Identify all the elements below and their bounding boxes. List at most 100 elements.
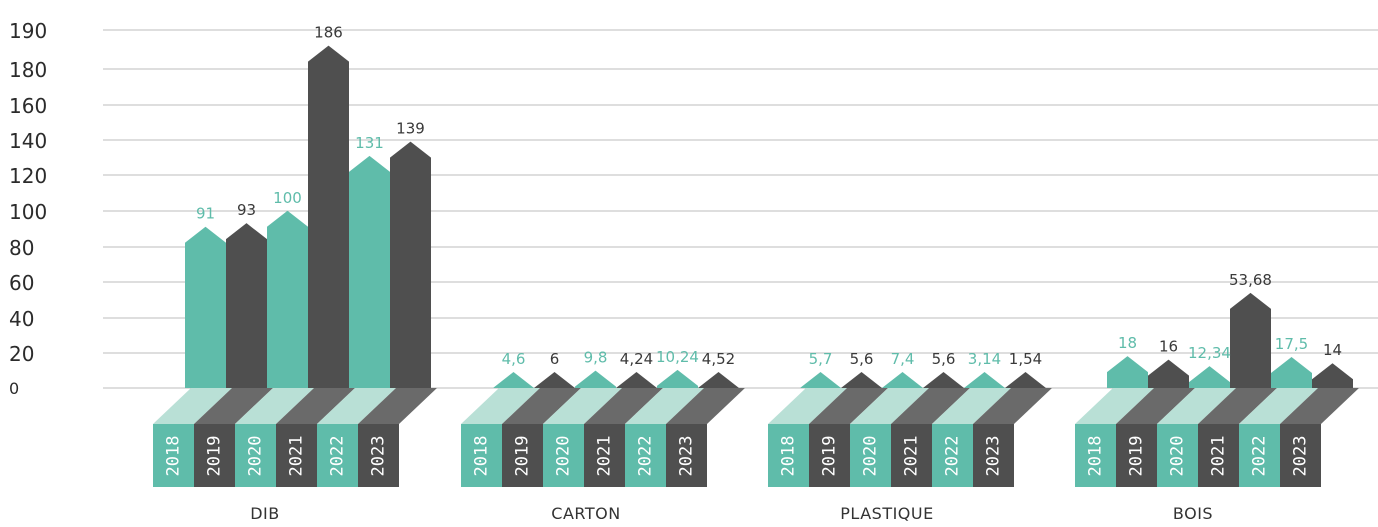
year-label: 2022 (328, 436, 348, 477)
year-label: 2020 (861, 436, 881, 477)
y-axis-ticks: 0 20 40 60 80 100 120 140 160 180 190 (9, 19, 47, 398)
data-label: 6 (550, 350, 560, 368)
bar-connector (1280, 388, 1359, 424)
year-tile (891, 424, 932, 487)
data-label: 14 (1323, 341, 1342, 359)
bar (1189, 366, 1230, 388)
bar (1005, 372, 1046, 388)
bar (698, 372, 739, 388)
category-label: CARTON (551, 504, 620, 523)
year-tile (194, 424, 235, 487)
bar (1107, 356, 1148, 388)
category-label: DIB (250, 504, 280, 523)
bar-connector (768, 388, 847, 424)
y-tick-label: 0 (9, 379, 19, 398)
data-label: 7,4 (891, 350, 915, 368)
data-label: 18 (1118, 334, 1137, 352)
year-label: 2018 (1086, 436, 1106, 477)
bar-connector (461, 388, 540, 424)
bar-connector (850, 388, 929, 424)
bar-connector (932, 388, 1011, 424)
bar (226, 223, 267, 388)
bar-connector (1239, 388, 1318, 424)
bar (1271, 356, 1312, 388)
data-label: 4,52 (702, 350, 735, 368)
y-tick-label: 120 (9, 164, 47, 188)
bar (1230, 292, 1271, 388)
bar (882, 372, 923, 388)
year-tile (317, 424, 358, 487)
y-tick-label: 180 (9, 58, 47, 82)
data-label: 4,24 (620, 350, 653, 368)
data-label: 131 (355, 134, 384, 152)
year-tile (235, 424, 276, 487)
category-label: BOIS (1173, 504, 1213, 523)
data-label: 186 (314, 24, 343, 42)
bar-connector (358, 388, 437, 424)
bar-connector (1075, 388, 1154, 424)
year-label: 2023 (677, 436, 697, 477)
bar-connector (973, 388, 1052, 424)
year-tile (768, 424, 809, 487)
year-tile (809, 424, 850, 487)
year-label: 2020 (554, 436, 574, 477)
year-label: 2023 (984, 436, 1004, 477)
data-labels: 91 93 100 186 131 139 4,6 6 9,8 4,24 10,24 4,52 5,7 5… (196, 24, 1342, 368)
data-label: 100 (273, 189, 302, 207)
y-tick-label: 160 (9, 94, 47, 118)
year-tile (1075, 424, 1116, 487)
data-label: 93 (237, 201, 256, 219)
bar-connector (317, 388, 396, 424)
year-tile (625, 424, 666, 487)
category-labels: DIB CARTON PLASTIQUE BOIS (250, 504, 1213, 523)
year-tile (1157, 424, 1198, 487)
category-label: PLASTIQUE (840, 504, 933, 523)
bars (185, 45, 1353, 388)
y-tick-label: 80 (9, 236, 34, 260)
year-label: 2019 (820, 436, 840, 477)
year-tile (973, 424, 1014, 487)
bar-connector (235, 388, 314, 424)
y-tick-label: 60 (9, 271, 34, 295)
bar-connector (543, 388, 622, 424)
data-label: 17,5 (1275, 335, 1308, 353)
y-tick-label: 100 (9, 200, 47, 224)
bar (964, 372, 1005, 388)
bar-connector (1116, 388, 1195, 424)
bar-connector (625, 388, 704, 424)
data-label: 10,24 (656, 348, 699, 366)
year-tile (153, 424, 194, 487)
year-label: 2023 (1291, 436, 1311, 477)
bar-connector (584, 388, 663, 424)
year-label: 2023 (369, 436, 389, 477)
year-label: 2018 (164, 436, 184, 477)
year-label: 2020 (246, 436, 266, 477)
year-tile (543, 424, 584, 487)
bar (349, 155, 390, 388)
bar-connector (1157, 388, 1236, 424)
year-label: 2020 (1168, 436, 1188, 477)
bar (575, 370, 616, 388)
year-label: 2021 (902, 436, 922, 477)
year-tile (1280, 424, 1321, 487)
data-label: 53,68 (1229, 271, 1272, 289)
bar-connector (502, 388, 581, 424)
data-label: 9,8 (584, 349, 608, 367)
year-tile (1198, 424, 1239, 487)
year-tile (461, 424, 502, 487)
bar (267, 210, 308, 388)
bar-connector (666, 388, 745, 424)
data-label: 5,6 (850, 350, 874, 368)
year-label: 2021 (595, 436, 615, 477)
data-label: 12,34 (1188, 344, 1231, 362)
year-label: 2018 (472, 436, 492, 477)
year-tiles: 2018 2019 2020 2021 2022 2023 2018 2019 2020 2021… (153, 388, 1359, 487)
year-label: 2021 (287, 436, 307, 477)
data-label: 139 (396, 120, 425, 138)
y-tick-label: 20 (9, 342, 34, 366)
year-label: 2022 (943, 436, 963, 477)
year-label: 2019 (205, 436, 225, 477)
year-tile (1116, 424, 1157, 487)
bar-connector (809, 388, 888, 424)
